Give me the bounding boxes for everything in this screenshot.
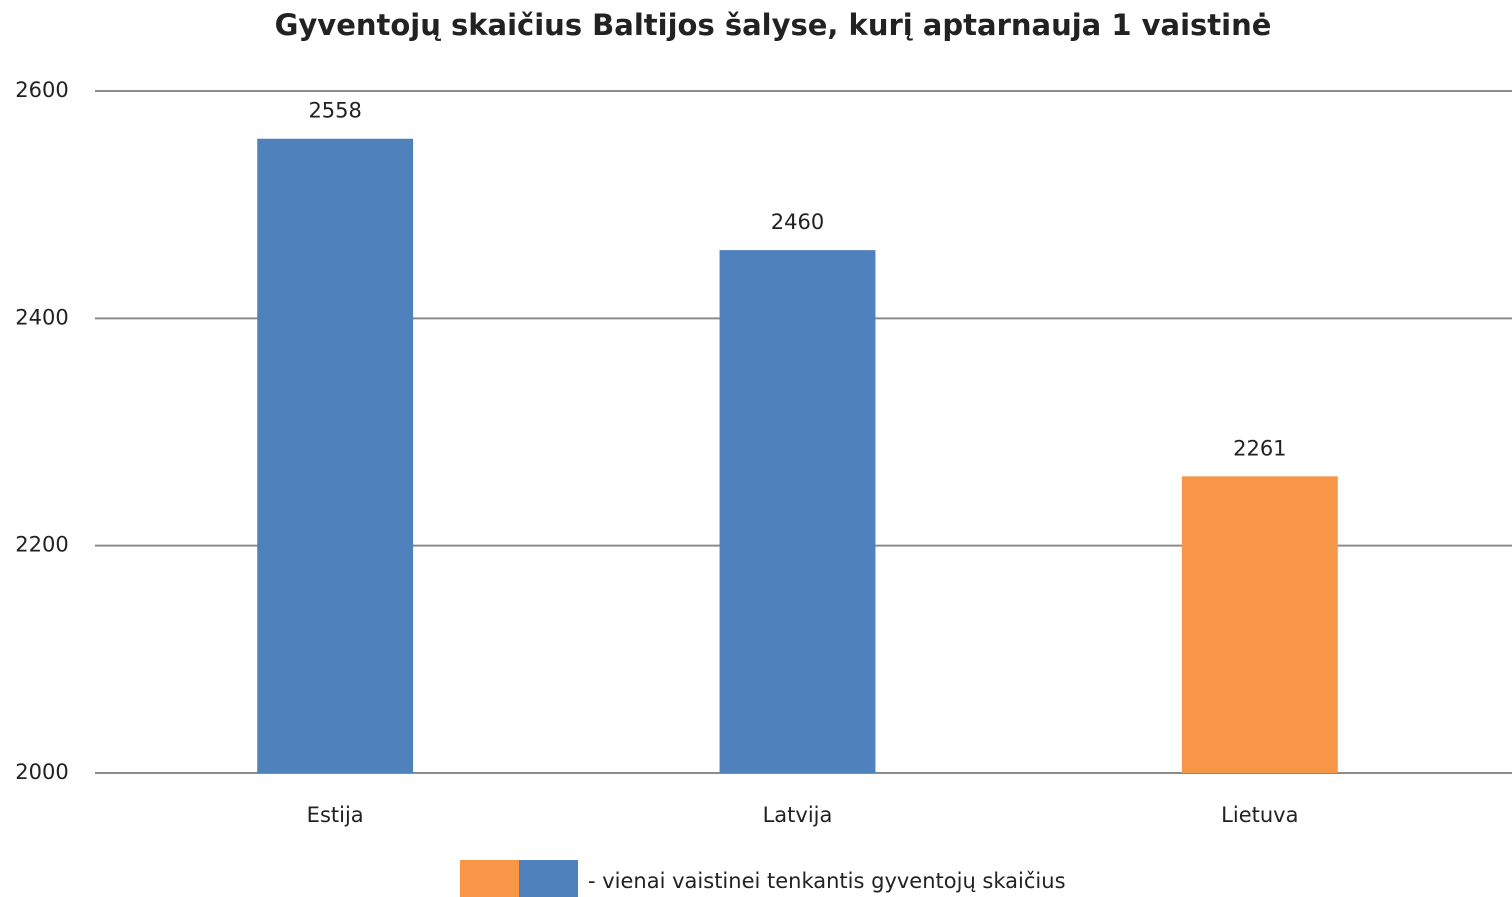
bar: [1181, 476, 1338, 773]
legend-swatch: [519, 860, 578, 897]
x-tick-label: Latvija: [763, 803, 833, 827]
bar: [719, 250, 876, 774]
x-tick-label: Lietuva: [1221, 803, 1298, 827]
y-tick-label: 2400: [15, 305, 68, 329]
chart-title: Gyventojų skaičius Baltijos šalyse, kurį…: [275, 8, 1272, 42]
bar: [257, 138, 414, 774]
legend-label: - vienai vaistinei tenkantis gyventojų s…: [588, 869, 1066, 893]
y-tick-label: 2600: [15, 78, 68, 102]
y-tick-label: 2200: [15, 533, 68, 557]
value-label: 2261: [1233, 436, 1286, 460]
legend-swatch: [460, 860, 519, 897]
y-tick-label: 2000: [15, 760, 68, 784]
value-label: 2460: [771, 210, 824, 234]
value-label: 2558: [308, 99, 361, 123]
x-tick-label: Estija: [307, 803, 364, 827]
